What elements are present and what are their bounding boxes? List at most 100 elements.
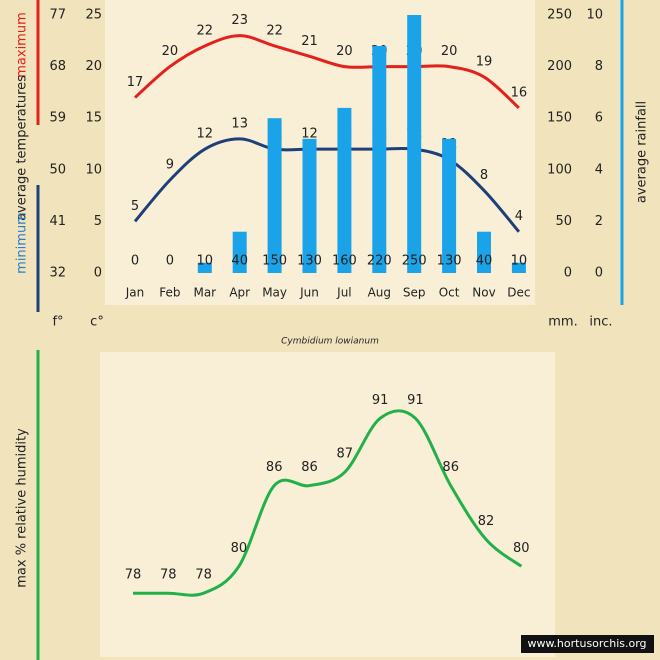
data-label: 150 [262,254,287,269]
unit-label: mm. [548,315,577,330]
data-label: 20 [162,44,179,59]
bar [477,231,491,273]
tick-label: 150 [547,111,572,126]
data-label: 10 [197,254,214,269]
tick-label: 41 [49,214,66,229]
data-label: 4 [515,209,523,224]
data-label: 22 [197,23,214,38]
tick-label: 77 [49,8,66,23]
line [133,409,523,597]
tick-label: 8 [595,59,603,74]
series-label: maximum [15,12,30,78]
line [134,34,520,110]
data-label: 160 [332,254,357,269]
footer-box [521,635,654,653]
data-label: 87 [337,447,354,462]
x-tick-label: Jun [299,286,319,300]
bar [337,107,352,273]
tick-label: 6 [595,111,603,126]
bar [302,138,317,273]
bar [372,45,387,274]
y-axis-title: max % relative humidity [15,428,30,588]
x-tick-label: May [262,286,287,300]
x-tick-label: Apr [229,286,250,300]
tick-label: 0 [595,266,603,281]
data-label: 20 [336,44,353,59]
data-label: 10 [511,254,528,269]
data-label: 220 [367,254,392,269]
data-label: 80 [231,541,248,556]
x-tick-label: Mar [193,286,216,300]
tick-label: 25 [85,8,102,23]
data-label: 21 [301,34,318,49]
data-label: 19 [476,54,493,69]
bar [197,262,212,273]
y-axis-title: average temperatures [15,75,30,221]
data-label: 0 [131,254,139,269]
x-tick-label: Sep [403,286,426,300]
tick-label: 15 [85,111,102,126]
bar [407,15,422,273]
data-label: 17 [127,75,144,90]
tick-label: 0 [564,266,572,281]
data-label: 91 [407,393,424,408]
data-label: 130 [297,254,322,269]
data-label: 130 [437,254,462,269]
tick-label: 59 [49,111,66,126]
data-label: 40 [476,254,493,269]
x-tick-label: Oct [439,286,460,300]
tick-label: 68 [49,59,66,74]
tick-label: 10 [85,162,102,177]
tick-label: 50 [555,214,572,229]
unit-label: f° [52,315,63,330]
y2-axis-title: average rainfall [635,101,650,203]
tick-label: 10 [586,8,603,23]
bar [442,138,457,273]
tick-label: 100 [547,162,572,177]
data-label: 78 [160,568,177,583]
data-label: 86 [266,460,283,475]
panel [100,352,555,657]
x-tick-label: Nov [472,286,495,300]
panel [105,0,535,305]
data-label: 13 [231,116,248,131]
data-label: 250 [402,254,427,269]
footer: www.hortusorchis.org [527,637,646,650]
bar [511,262,526,273]
data-label: 78 [195,568,212,583]
tick-label: 50 [49,162,66,177]
data-label: 91 [372,393,389,408]
data-label: 9 [166,158,174,173]
tick-label: 32 [49,266,66,281]
data-label: 0 [166,254,174,269]
data-label: 82 [478,514,495,529]
data-label: 86 [301,460,318,475]
unit-label: c° [90,315,104,330]
tick-label: 0 [94,266,102,281]
series-label: minimum [15,212,30,274]
tick-label: 200 [547,59,572,74]
unit-label: inc. [589,315,612,330]
data-label: 78 [125,568,142,583]
data-label: 12 [197,127,214,142]
data-label: 40 [231,254,248,269]
data-label: 23 [231,13,248,28]
x-tick-label: Feb [159,286,180,300]
data-label: 22 [266,23,283,38]
data-label: 16 [511,85,528,100]
data-label: 8 [480,168,488,183]
data-label: 5 [131,199,139,214]
data-label: 20 [441,44,458,59]
x-tick-label: Jan [125,286,145,300]
bar [267,118,282,273]
data-label: 12 [301,127,318,142]
x-tick-label: Aug [368,286,391,300]
data-label: 86 [442,460,459,475]
tick-label: 20 [85,59,102,74]
data-label: 80 [513,541,530,556]
x-tick-label: Dec [507,286,530,300]
x-tick-label: Jul [336,286,351,300]
bar [232,231,247,273]
